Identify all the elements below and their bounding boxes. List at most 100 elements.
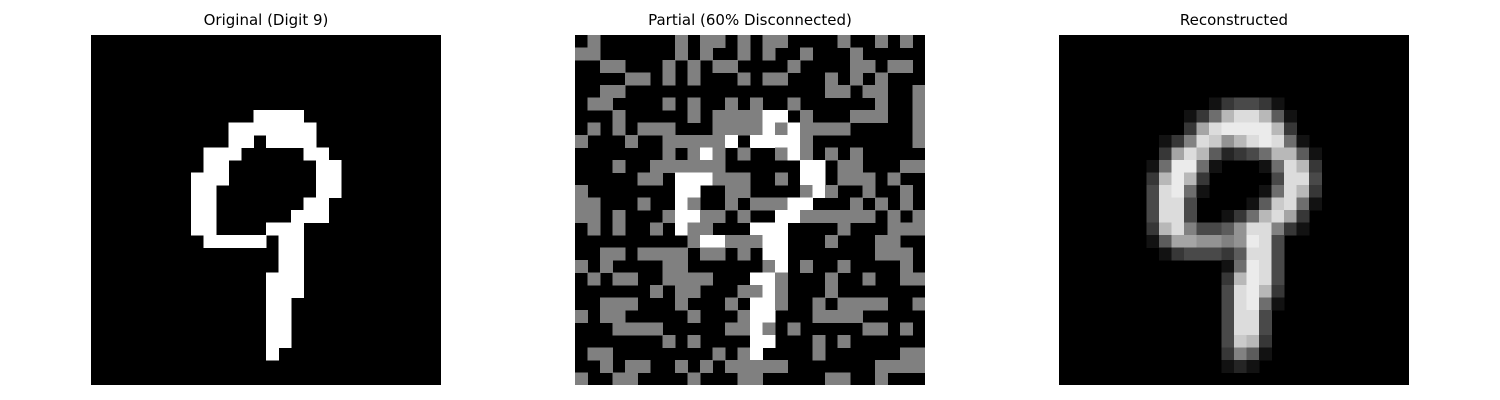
pixel (675, 210, 688, 223)
pixel-disconnected (637, 72, 651, 86)
pixel (775, 235, 788, 248)
pixel-disconnected (612, 372, 626, 385)
pixel-disconnected (725, 60, 738, 73)
pixel (1259, 147, 1272, 161)
pixel (1271, 147, 1285, 161)
pixel (278, 272, 292, 286)
pixel (1271, 185, 1285, 198)
pixel (1159, 222, 1172, 236)
pixel (291, 260, 304, 273)
pixel (316, 197, 329, 211)
pixel-disconnected (862, 172, 876, 186)
pixel-disconnected (687, 222, 701, 236)
pixel (316, 172, 329, 186)
pixel (1259, 197, 1272, 211)
pixel (1246, 135, 1260, 148)
pixel-disconnected (737, 247, 751, 261)
pixel (1159, 210, 1172, 223)
pixel (1221, 310, 1235, 323)
pixel (762, 135, 776, 148)
original-digit-image (91, 35, 441, 385)
pixel (1184, 235, 1197, 248)
pixel-disconnected (787, 97, 801, 111)
pixel (1246, 360, 1260, 373)
pixel-disconnected (812, 210, 826, 223)
pixel-disconnected (900, 272, 913, 286)
pixel (812, 160, 826, 173)
pixel (328, 185, 342, 198)
pixel (1246, 122, 1260, 136)
pixel (253, 110, 267, 123)
pixel (1221, 122, 1235, 136)
pixel-disconnected (837, 122, 851, 136)
pixel-disconnected (812, 347, 826, 361)
pixel-disconnected (750, 110, 763, 123)
pixel (1246, 247, 1260, 261)
pixel (750, 272, 763, 286)
pixel (303, 197, 317, 211)
pixel-disconnected (662, 160, 676, 173)
pixel-disconnected (612, 122, 626, 136)
pixel (228, 135, 242, 148)
pixel (1259, 210, 1272, 223)
pixel (303, 122, 317, 136)
pixel-disconnected (737, 372, 751, 385)
pixel (203, 222, 217, 236)
pixel-disconnected (687, 147, 701, 161)
pixel (1146, 160, 1160, 173)
pixel (278, 310, 292, 323)
pixel-disconnected (825, 72, 838, 86)
pixel-disconnected (737, 122, 751, 136)
pixel (1184, 210, 1197, 223)
pixel (1221, 135, 1235, 148)
pixel-disconnected (900, 185, 913, 198)
pixel-disconnected (862, 110, 876, 123)
pixel-disconnected (712, 160, 726, 173)
pixel (266, 110, 279, 123)
pixel (1309, 197, 1322, 211)
pixel (725, 135, 738, 148)
pixel-disconnected (600, 310, 613, 323)
pixel-disconnected (700, 247, 713, 261)
pixel (787, 197, 801, 211)
pixel (1246, 97, 1260, 111)
pixel-disconnected (837, 372, 851, 385)
pixel-disconnected (837, 310, 851, 323)
pixel-disconnected (900, 160, 913, 173)
pixel (800, 160, 813, 173)
pixel-disconnected (700, 360, 713, 373)
pixel (1184, 110, 1197, 123)
pixel-disconnected (712, 147, 726, 161)
pixel-disconnected (637, 322, 651, 336)
panel-title-original: Original (Digit 9) (203, 11, 329, 29)
pixel-disconnected (812, 297, 826, 311)
panel-title-partial: Partial (60% Disconnected) (648, 11, 852, 29)
pixel-disconnected (587, 210, 601, 223)
pixel (1246, 222, 1260, 236)
pixel-disconnected (887, 210, 901, 223)
pixel-disconnected (725, 172, 738, 186)
pixel-disconnected (687, 372, 701, 385)
pixel (1171, 160, 1185, 173)
pixel-disconnected (675, 360, 688, 373)
pixel (328, 172, 342, 186)
pixel (216, 160, 229, 173)
pixel-disconnected (762, 47, 776, 61)
pixel (291, 285, 304, 298)
pixel (303, 147, 317, 161)
pixel-disconnected (800, 185, 813, 198)
pixel (1284, 135, 1297, 148)
pixel-disconnected (600, 247, 613, 261)
pixel-disconnected (900, 197, 913, 211)
pixel (787, 122, 801, 136)
pixel (1284, 172, 1297, 186)
pixel-disconnected (912, 360, 925, 373)
pixel-disconnected (887, 222, 901, 236)
pixel-disconnected (712, 60, 726, 73)
pixel-disconnected (712, 35, 726, 48)
pixel (1271, 110, 1285, 123)
pixel (1246, 285, 1260, 298)
pixel (1221, 322, 1235, 336)
pixel-disconnected (825, 310, 838, 323)
pixel-disconnected (612, 272, 626, 286)
